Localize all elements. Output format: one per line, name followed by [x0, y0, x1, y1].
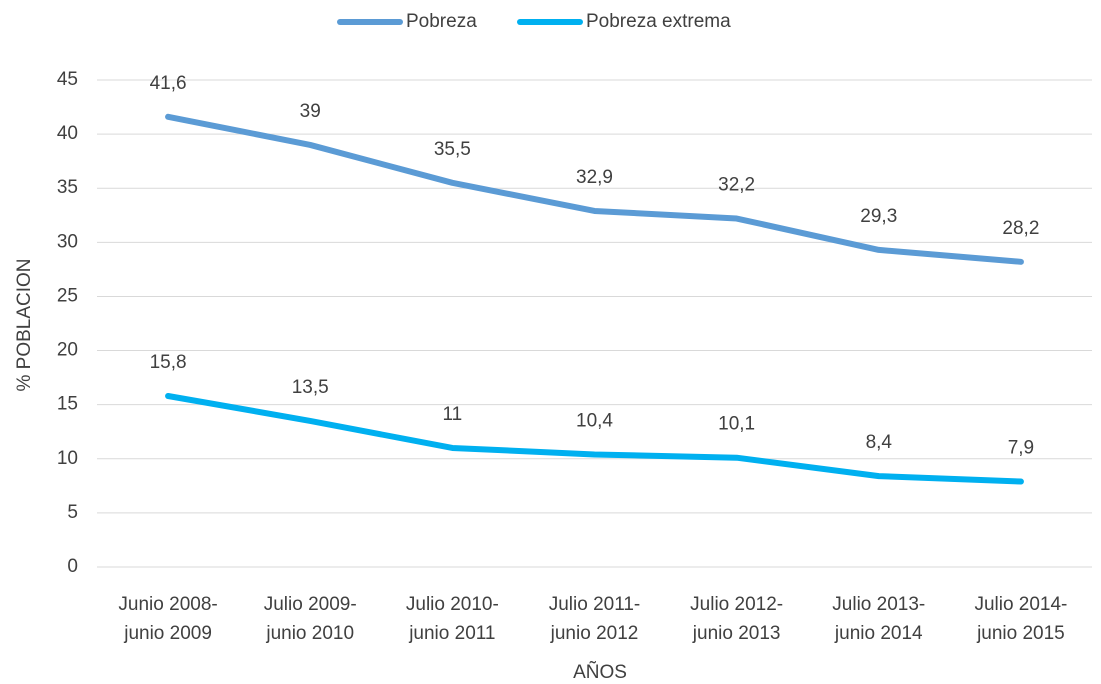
data-label: 35,5	[434, 139, 471, 160]
data-label: 11	[442, 404, 462, 425]
data-label: 32,2	[718, 175, 755, 196]
data-label: 15,8	[150, 352, 187, 373]
y-tick-label: 10	[57, 448, 78, 469]
x-axis-title: AÑOS	[573, 661, 627, 683]
data-label: 10,1	[718, 414, 755, 435]
data-label: 39	[300, 101, 321, 122]
x-tick-label: junio 2009	[123, 623, 212, 644]
x-tick-label: junio 2011	[408, 623, 495, 644]
data-label: 13,5	[292, 377, 329, 398]
y-axis-title: % POBLACION	[14, 258, 35, 391]
data-label: 10,4	[576, 410, 613, 431]
x-tick-label: Junio 2008-	[118, 594, 217, 615]
legend-label: Pobreza	[406, 11, 477, 32]
y-tick-label: 20	[57, 340, 78, 361]
data-label: 28,2	[1002, 218, 1039, 239]
y-tick-label: 5	[67, 502, 78, 523]
data-label: 41,6	[150, 73, 187, 94]
x-tick-label: Julio 2014-	[974, 594, 1067, 615]
x-tick-label: junio 2013	[692, 623, 781, 644]
x-tick-label: junio 2014	[834, 623, 923, 644]
x-tick-label: Julio 2013-	[832, 594, 925, 615]
x-tick-label: junio 2010	[265, 623, 354, 644]
y-tick-label: 30	[57, 231, 78, 252]
y-tick-label: 25	[57, 285, 78, 306]
y-tick-label: 0	[67, 556, 78, 577]
y-tick-label: 15	[57, 394, 78, 415]
data-label: 8,4	[866, 432, 893, 453]
y-tick-label: 35	[57, 177, 78, 198]
y-tick-label: 40	[57, 123, 78, 144]
x-tick-label: junio 2012	[550, 623, 639, 644]
y-tick-label: 45	[57, 69, 78, 90]
data-label: 32,9	[576, 167, 613, 188]
data-label: 29,3	[860, 206, 897, 227]
x-tick-label: Julio 2012-	[690, 594, 783, 615]
data-label: 7,9	[1008, 438, 1034, 459]
x-tick-label: Julio 2011-	[549, 594, 641, 615]
x-tick-label: junio 2015	[976, 623, 1065, 644]
legend-label: Pobreza extrema	[586, 11, 731, 32]
x-tick-label: Julio 2009-	[264, 594, 357, 615]
series-line	[165, 393, 1024, 485]
x-tick-label: Julio 2010-	[406, 594, 499, 615]
series-line	[165, 113, 1024, 265]
